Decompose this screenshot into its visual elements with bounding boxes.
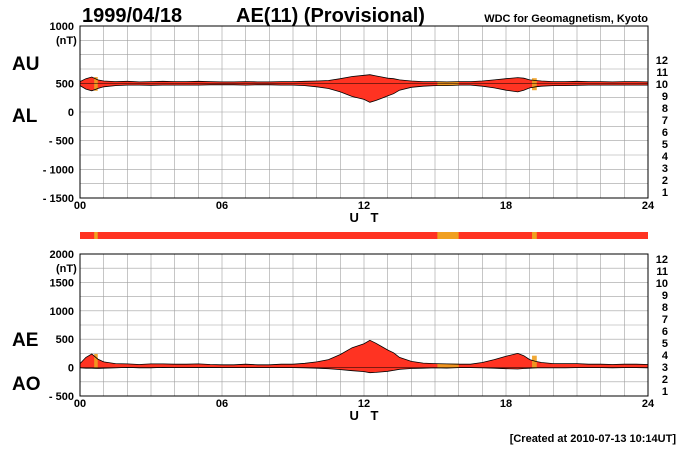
legend-station-count: 11	[656, 266, 668, 278]
ae-ao-y-ticks: 2000 1500 1000 500 0 - 500	[49, 249, 74, 403]
legend-station-count: 8	[662, 302, 668, 314]
station-count-bar-base	[80, 232, 648, 239]
legend-station-count: 1	[662, 386, 668, 398]
au-al-data	[79, 74, 649, 103]
legend-station-count: 2	[662, 175, 668, 187]
x-tick: 24	[642, 398, 655, 410]
data-band	[80, 74, 648, 103]
legend-station-count: 12	[656, 55, 668, 67]
x-tick: 06	[216, 398, 228, 410]
au-al-y-ticks: 1000 500 0 - 500 - 1000 - 1500	[43, 21, 74, 205]
legend-station-count: 9	[662, 290, 668, 302]
ae-ao-frame	[79, 253, 649, 397]
x-tick: 12	[358, 398, 370, 410]
x-axis-label: U T	[350, 408, 383, 423]
x-tick: 00	[74, 200, 86, 212]
legend-station-count: 9	[662, 91, 668, 103]
series-line-al	[79, 84, 648, 103]
ae-ao-data	[79, 339, 649, 374]
legend-station-count: 10	[656, 278, 668, 290]
station-count-bar	[80, 232, 648, 239]
legend-station-count: 5	[662, 139, 668, 151]
x-tick: 06	[216, 200, 228, 212]
x-tick: 12	[358, 200, 370, 212]
station-count-segment	[532, 232, 537, 239]
x-axis-label: U T	[350, 210, 383, 225]
y-tick: 500	[56, 334, 74, 346]
legend-station-count: 12	[656, 254, 668, 266]
source-label: WDC for Geomagnetism, Kyoto	[484, 13, 648, 25]
series-line-ae	[79, 339, 649, 366]
y-tick: 0	[68, 363, 74, 375]
legend-station-count: 4	[662, 350, 669, 362]
legend-station-count: 3	[662, 163, 668, 175]
orange-segment	[437, 81, 459, 86]
y-tick: - 1000	[43, 164, 74, 176]
legend-station-count: 2	[662, 374, 668, 386]
created-timestamp: [Created at 2010-07-13 10:14UT]	[510, 433, 677, 445]
y-tick: 1000	[50, 306, 74, 318]
ae-ao-x-ticks: 00 06 12 18 24	[74, 398, 655, 410]
legend-station-count: 8	[662, 103, 668, 115]
ae-label: AE	[12, 330, 38, 351]
y-tick: 0	[68, 107, 74, 119]
y-tick: 2000	[50, 249, 74, 261]
y-unit-label: (nT)	[56, 35, 77, 47]
data-band	[80, 340, 648, 373]
y-tick: - 500	[49, 391, 74, 403]
y-tick: - 1500	[43, 193, 74, 205]
orange-segment	[94, 77, 98, 91]
y-tick: 500	[56, 78, 74, 90]
legend-station-count: 10	[656, 79, 668, 91]
orange-segment	[532, 355, 537, 369]
y-tick: - 500	[49, 136, 74, 148]
legend-station-count: 3	[662, 362, 668, 374]
au-al-x-ticks: 00 06 12 18 24	[74, 200, 655, 212]
legend-station-count: 7	[662, 115, 668, 127]
orange-segment	[94, 353, 98, 369]
x-tick: 18	[500, 398, 512, 410]
y-tick: 1000	[50, 21, 74, 33]
x-tick: 00	[74, 398, 86, 410]
au-al-panel: 1000 500 0 - 500 - 1000 - 1500 (nT) AU A…	[12, 21, 655, 225]
legend-station-count: 4	[662, 151, 669, 163]
orange-segment	[532, 78, 537, 91]
x-tick: 24	[642, 200, 655, 212]
orange-segment	[437, 363, 459, 369]
ao-label: AO	[12, 374, 41, 395]
au-al-frame	[79, 25, 649, 199]
legend-station-count: 11	[656, 67, 668, 79]
legend-station-count: 6	[662, 127, 668, 139]
al-label: AL	[12, 106, 38, 127]
au-label: AU	[12, 54, 39, 75]
ae-ao-panel: 2000 1500 1000 500 0 - 500 (nT) AE AO 00…	[12, 249, 655, 423]
date-label: 1999/04/18	[82, 5, 182, 27]
legend-station-count: 1	[662, 187, 668, 199]
series-line-au	[79, 74, 649, 83]
legend-station-count: 5	[662, 338, 668, 350]
x-tick: 18	[500, 200, 512, 212]
y-tick: 1500	[50, 277, 74, 289]
station-count-segment	[94, 232, 98, 239]
legend-station-count: 7	[662, 314, 668, 326]
chart-title: AE(11) (Provisional)	[236, 5, 425, 27]
station-count-segment	[437, 232, 459, 239]
au-al-grid	[80, 26, 648, 198]
y-unit-label: (nT)	[56, 263, 77, 275]
legend-station-count: 6	[662, 326, 668, 338]
